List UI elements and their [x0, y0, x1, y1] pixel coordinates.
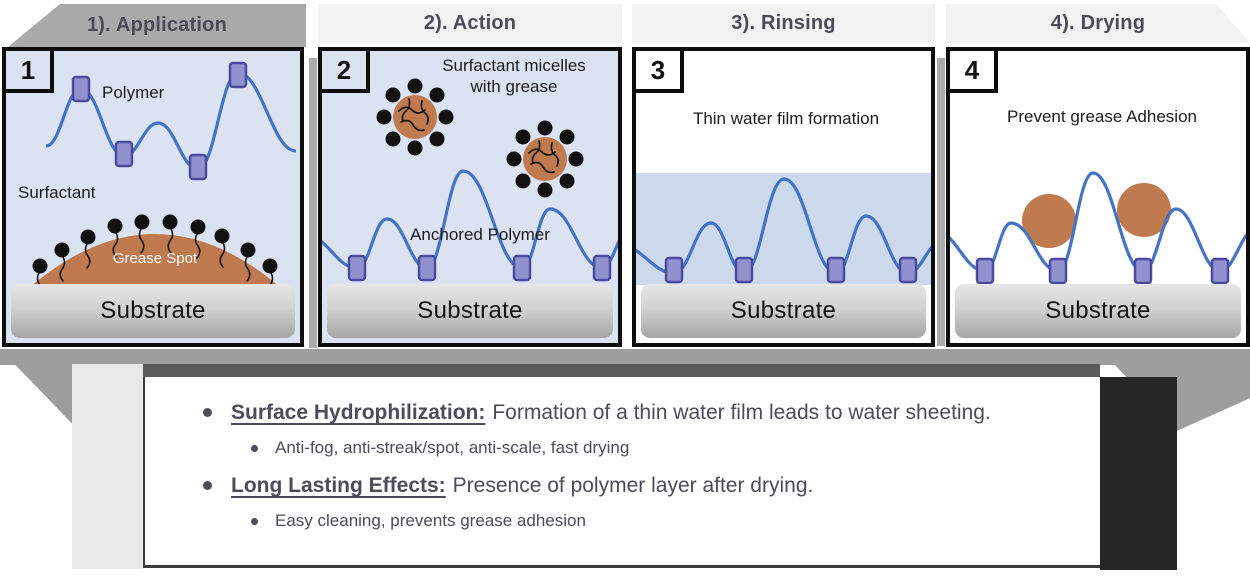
panel-number: 3 [636, 51, 684, 93]
bullet-dot [251, 444, 258, 452]
grease-spot [30, 234, 280, 287]
panel-drying: 4 Prevent grease Adhesion Substrate [946, 47, 1250, 347]
note-lead: Long Lasting Effects: [231, 474, 446, 497]
micelle-with-grease [505, 119, 585, 199]
panel-number: 2 [322, 51, 370, 93]
step-header-action: 2). Action [318, 4, 622, 43]
grease-droplet [1022, 194, 1076, 248]
note-subbullet-antifog: Anti-fog, anti-streak/spot, anti-scale, … [251, 435, 1090, 461]
panel-rinsing: 3 Thin water film formation Substrate [632, 47, 935, 347]
notes-top-bar [143, 364, 1100, 377]
step-header-drying: 4). Drying [946, 4, 1250, 43]
note-bullet-long-lasting: Long Lasting Effects: Presence of polymer… [203, 470, 1090, 501]
note-sub-text: Easy cleaning, prevents grease adhesion [275, 511, 586, 530]
note-text: Long Lasting Effects: Presence of polymer… [231, 470, 813, 501]
label-micelles-line2: with grease [470, 77, 558, 96]
substrate-bar: Substrate [641, 284, 926, 338]
left-shadow-band [72, 364, 143, 569]
panel-number: 1 [6, 51, 54, 93]
bullet-dot [203, 408, 212, 417]
notes-box: Surface Hydrophilization: Formation of a … [143, 364, 1100, 568]
substrate-bar: Substrate [955, 284, 1241, 338]
panel-action: 2 Surfactant micelles with grease Anchor… [318, 47, 622, 347]
panel2-left-shadow [309, 58, 317, 348]
substrate-bar: Substrate [11, 284, 295, 338]
label-surfactant: Surfactant [18, 183, 96, 202]
note-sub-text: Anti-fog, anti-streak/spot, anti-scale, … [275, 438, 630, 457]
note-rest: Presence of polymer layer after drying. [452, 474, 814, 497]
note-text: Surface Hydrophilization: Formation of a … [231, 397, 991, 428]
surfactant-heads [32, 214, 278, 274]
label-micelles-line1: Surfactant micelles [442, 56, 586, 75]
step-header-rinsing: 3). Rinsing [632, 4, 935, 43]
bullet-dot [203, 481, 212, 490]
label-polymer: Polymer [102, 83, 165, 102]
anchored-polymer-curve [636, 177, 931, 275]
right-shadow-band [1100, 377, 1177, 570]
panel-number: 4 [950, 51, 998, 93]
step-header-application: 1). Application [8, 4, 306, 47]
label-micelles: Surfactant micelles with grease [442, 55, 586, 97]
panel4-left-shadow [937, 58, 945, 346]
bullet-dot [251, 517, 258, 525]
panel-application: 1 Polymer Surfactant Grease Spot Substra… [2, 47, 304, 347]
label-anchored-polymer: Anchored Polymer [410, 225, 550, 244]
panel4-illustration [950, 171, 1246, 285]
notes-body: Surface Hydrophilization: Formation of a … [143, 377, 1100, 568]
panel2-illustration [322, 77, 618, 282]
anchored-polymer-curve [322, 169, 618, 270]
note-bullet-hydrophilization: Surface Hydrophilization: Formation of a … [203, 397, 1090, 428]
note-rest: Formation of a thin water film leads to … [492, 401, 991, 424]
panel3-illustration [636, 173, 931, 285]
label-prevent-adhesion: Prevent grease Adhesion [1007, 107, 1197, 126]
note-lead: Surface Hydrophilization: [231, 401, 486, 424]
anchored-polymer-curve [950, 171, 1246, 273]
banner-band [0, 349, 1250, 365]
label-water-film: Thin water film formation [692, 109, 880, 128]
substrate-bar: Substrate [327, 284, 613, 338]
grease-droplet [1117, 183, 1171, 237]
label-grease-spot: Grease Spot [112, 250, 198, 267]
panel1-illustration [30, 61, 297, 298]
note-subbullet-easy-cleaning: Easy cleaning, prevents grease adhesion [251, 508, 1090, 534]
